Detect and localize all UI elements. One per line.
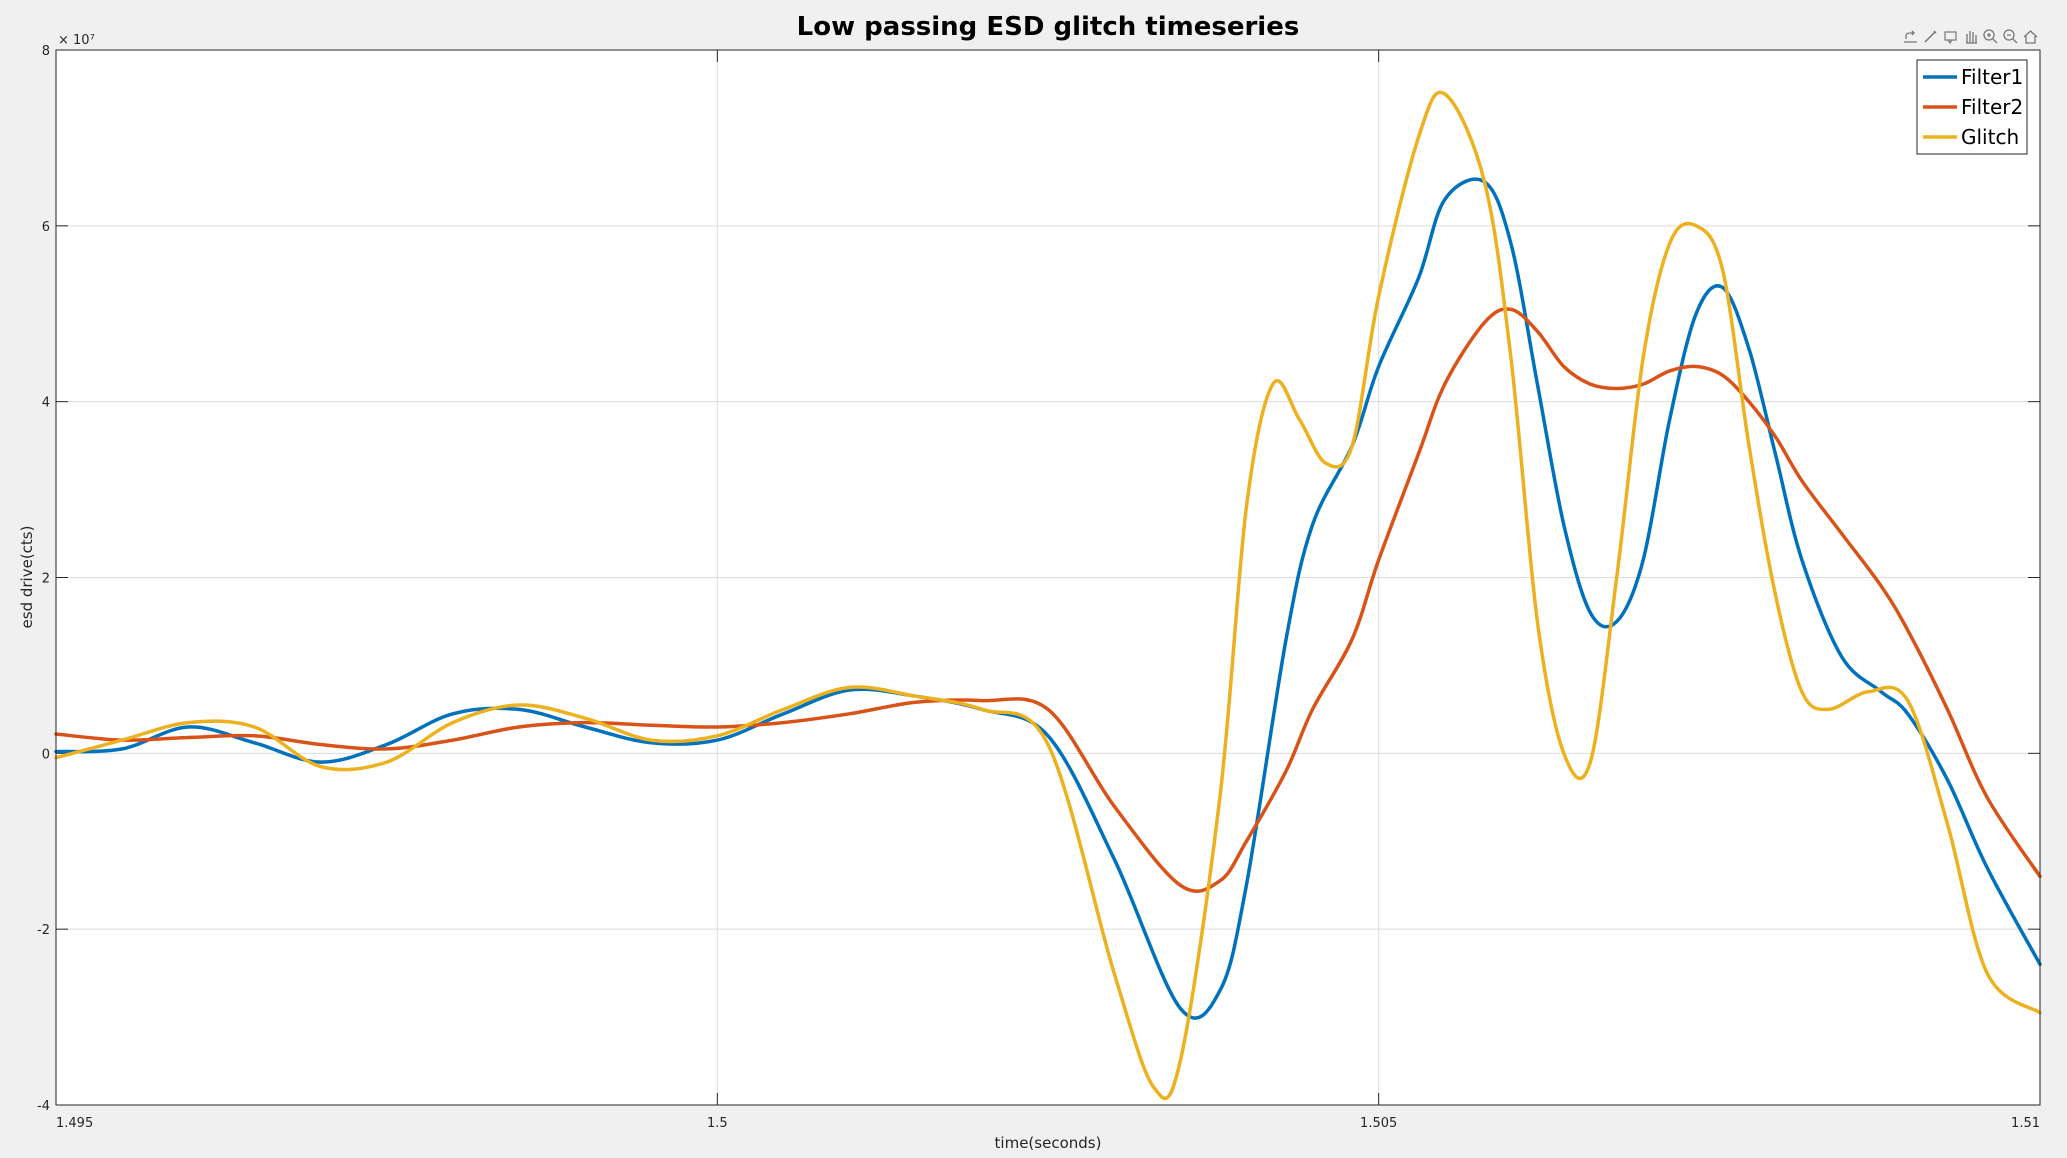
series-line-filter2 [54,307,2042,893]
axis-ticks: 1.495 1.5 1.505 1.51 -4 -2 0 2 4 6 8 [37,44,2041,1131]
zoom-in-icon[interactable] [1982,28,1999,45]
brush-icon[interactable] [1922,28,1939,45]
x-tick-label: 1.495 [56,1116,93,1131]
x-tick-label: 1.5 [707,1116,728,1131]
y-tick-label: -4 [37,1099,50,1114]
legend[interactable]: Filter1 Filter2 Glitch [1916,59,2028,155]
y-tick-label: -2 [37,923,50,938]
x-tick-label: 1.51 [2011,1116,2040,1131]
axes-toolbar [1902,28,2039,45]
y-tick-label: 6 [42,220,50,235]
series-lines [54,90,2042,1101]
legend-label-filter1: Filter1 [1961,65,2023,89]
data-tips-icon[interactable] [1942,28,1959,45]
plot-frame [55,49,2041,1106]
legend-label-filter2: Filter2 [1961,95,2023,119]
y-tick-label: 0 [42,747,50,762]
legend-label-glitch: Glitch [1961,125,2019,149]
x-tick-label: 1.505 [1360,1116,1397,1131]
y-tick-label: 2 [42,572,50,587]
pan-icon[interactable] [1962,28,1979,45]
export-icon[interactable] [1902,28,1919,45]
y-axis-label: esd drive(cts) [18,526,36,629]
chart-title: Low passing ESD glitch timeseries [797,12,1300,42]
x-axis-label: time(seconds) [995,1134,1102,1152]
y-axis-exponent-label: × 10⁷ [58,33,95,48]
y-tick-label: 8 [42,44,50,59]
home-icon[interactable] [2022,28,2039,45]
zoom-out-icon[interactable] [2002,28,2019,45]
y-tick-label: 4 [42,396,50,411]
series-line-glitch [54,90,2042,1101]
